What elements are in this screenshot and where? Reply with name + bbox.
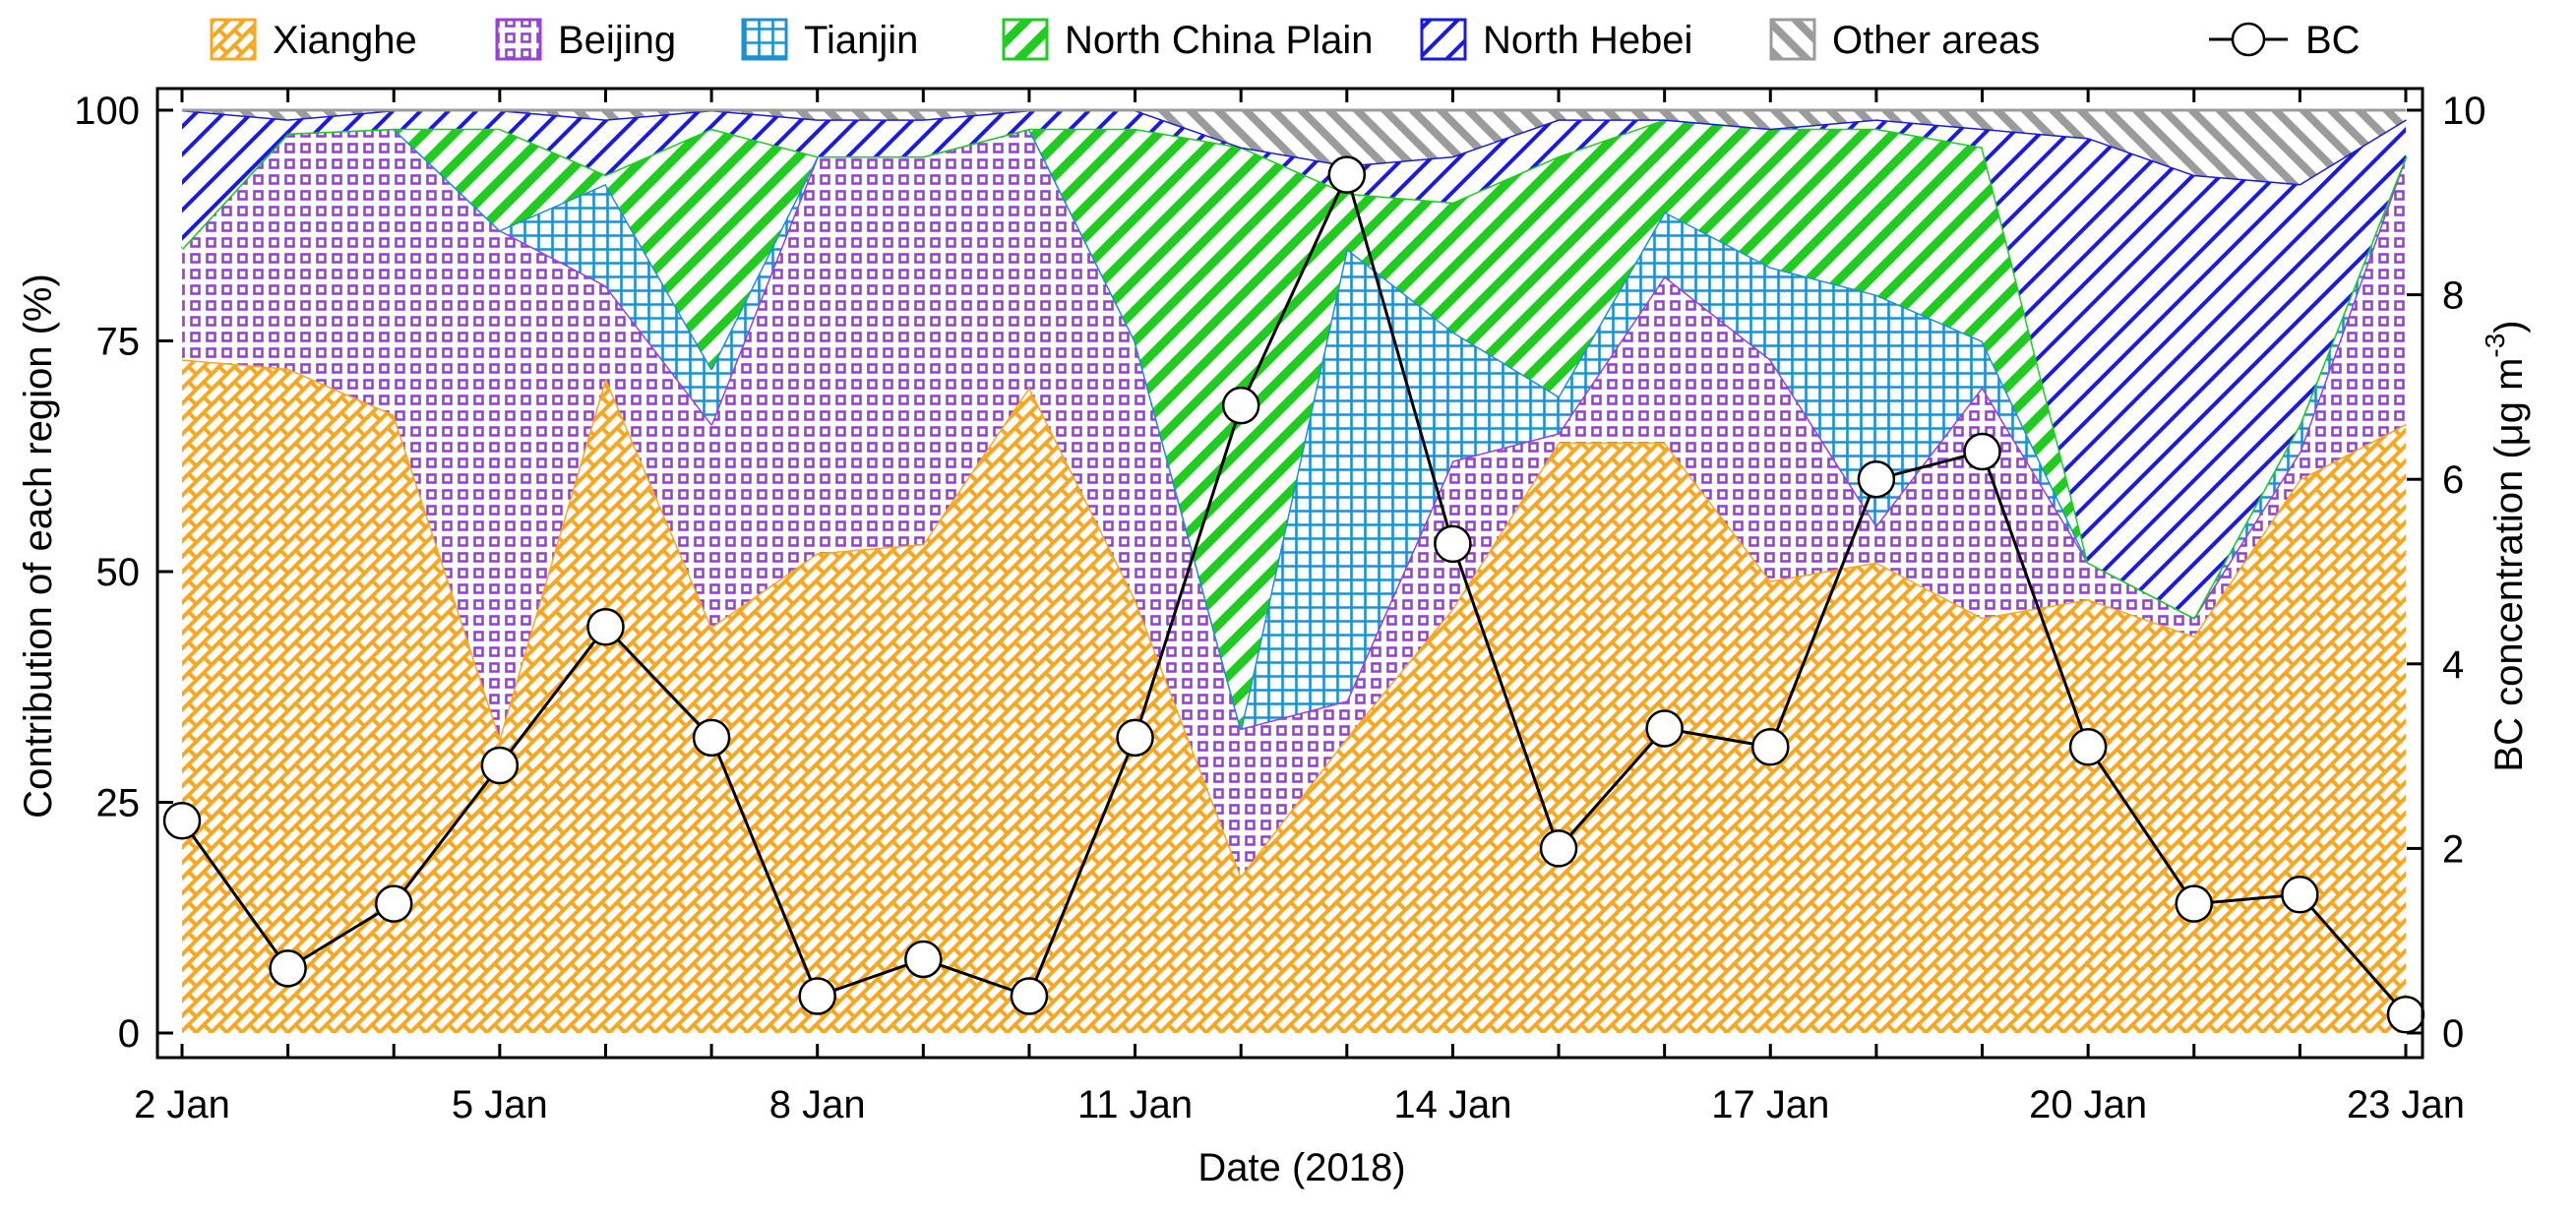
legend-swatch-north-hebei xyxy=(1420,18,1467,61)
bc-point xyxy=(1645,709,1684,748)
legend-label-tianjin: Tianjin xyxy=(804,19,918,62)
x-tick-label: 20 Jan xyxy=(2029,1083,2147,1126)
bc-point xyxy=(2386,995,2425,1034)
bc-point xyxy=(2281,876,2319,914)
bc-point xyxy=(1116,718,1154,758)
y-axis-right-label: BC concentration (μg m-3) xyxy=(2480,320,2531,771)
y-right-tick-label: 10 xyxy=(2442,90,2486,133)
x-tick-label: 23 Jan xyxy=(2347,1083,2465,1126)
y-axis-right-label-main: BC concentration (μg m xyxy=(2487,358,2531,772)
area-tianjin xyxy=(182,128,2406,729)
legend-swatch-other-areas xyxy=(1769,18,1816,61)
bc-point xyxy=(692,718,731,758)
y-right-tick-label: 6 xyxy=(2442,458,2464,502)
y-left-tick-label: 50 xyxy=(96,551,141,594)
bc-point xyxy=(1010,977,1049,1015)
bc-point xyxy=(1751,727,1790,766)
area-north-china-plain xyxy=(182,119,2406,729)
bc-point xyxy=(480,746,520,785)
x-tick-label: 11 Jan xyxy=(1077,1083,1193,1126)
bc-point xyxy=(162,802,202,840)
bc-point xyxy=(586,608,625,646)
area-xianghe xyxy=(182,359,2406,1033)
x-tick-label: 2 Jan xyxy=(134,1083,230,1126)
legend-label-north-hebei: North Hebei xyxy=(1483,19,1692,62)
x-axis-label: Date (2018) xyxy=(1197,1146,1405,1189)
legend-swatch-tianjin xyxy=(741,18,788,61)
legend-label-north-china-plain: North China Plain xyxy=(1065,19,1374,62)
x-tick-label: 8 Jan xyxy=(769,1083,866,1126)
legend-label-bc: BC xyxy=(2305,19,2361,62)
y-right-tick-label: 4 xyxy=(2442,643,2464,687)
bc-point xyxy=(1857,459,1896,499)
y-left-tick-label: 75 xyxy=(96,321,141,364)
y-axis-right-label-close: ) xyxy=(2487,320,2531,333)
stacked-area-layer xyxy=(180,108,2408,1033)
area-north-hebei xyxy=(182,110,2406,618)
area-other-areas xyxy=(182,110,2406,184)
x-tick-label: 5 Jan xyxy=(452,1083,548,1126)
y-left-tick-label: 0 xyxy=(118,1012,140,1056)
y-axis-left-label: Contribution of each region (%) xyxy=(17,274,60,819)
y-right-tick-label: 8 xyxy=(2442,274,2464,318)
axes-layer: 2 Jan 5 Jan 8 Jan 11 Jan 14 Jan 17 Jan 20 Jan 2… xyxy=(74,89,2486,1126)
legend-marker-bc xyxy=(2231,22,2266,57)
legend-swatch-xianghe xyxy=(210,18,257,61)
bc-point xyxy=(1434,524,1472,564)
y-right-tick-label: 0 xyxy=(2442,1012,2464,1056)
legend-swatch-beijing xyxy=(495,18,542,61)
legend: Xianghe Beijing Tianjin North China Plain No… xyxy=(210,18,2361,62)
bc-point xyxy=(1963,432,2001,471)
legend-label-xianghe: Xianghe xyxy=(273,19,417,62)
area-beijing xyxy=(182,128,2406,877)
y-left-tick-label: 25 xyxy=(96,782,141,825)
bc-point xyxy=(1327,155,1367,194)
bc-point xyxy=(904,940,943,979)
legend-swatch-north-china-plain xyxy=(1002,18,1049,61)
bc-point xyxy=(798,977,836,1015)
bc-point xyxy=(2068,727,2108,766)
bc-point xyxy=(269,949,307,988)
bc-point xyxy=(374,884,413,923)
bc-point xyxy=(1539,829,1578,868)
legend-label-beijing: Beijing xyxy=(558,19,676,62)
bc-line xyxy=(180,170,2408,1016)
y-left-tick-label: 100 xyxy=(74,90,140,133)
x-tick-label: 14 Jan xyxy=(1393,1083,1511,1126)
bc-point xyxy=(2175,884,2214,923)
y-right-tick-label: 2 xyxy=(2442,827,2464,871)
bc-line-layer xyxy=(162,155,2425,1034)
x-tick-label: 17 Jan xyxy=(1711,1083,1829,1126)
y-axis-right-label-exponent: -3 xyxy=(2480,334,2510,358)
bc-point xyxy=(1221,386,1260,425)
legend-label-other-areas: Other areas xyxy=(1832,19,2040,62)
